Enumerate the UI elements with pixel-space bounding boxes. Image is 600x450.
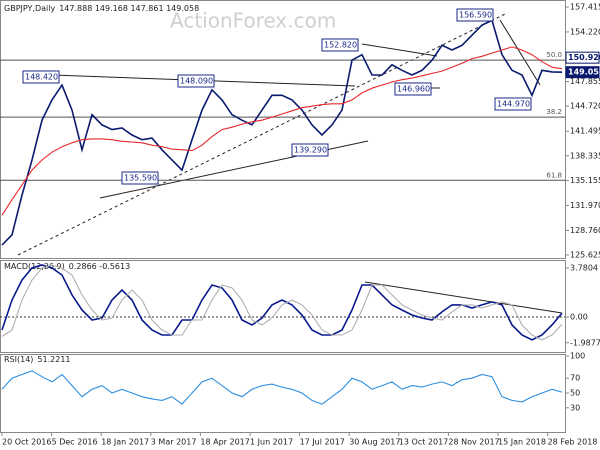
annotation: 152.820: [324, 41, 357, 50]
y-tick-label: 141.495: [570, 127, 600, 136]
series-line: [1, 264, 563, 341]
y-tick-label: 128.760: [570, 226, 600, 235]
x-tick-label: 17 Jul 2017: [300, 438, 345, 447]
price-marker: [565, 66, 600, 79]
annotation: 148.090: [180, 77, 213, 86]
y-tick-label: -1.9877: [570, 338, 600, 347]
header-title: GBPJPY,Daily: [4, 4, 55, 13]
annotation-box: [291, 143, 329, 157]
header-values: 51.2211: [37, 355, 70, 364]
macd-panel: [0, 260, 566, 353]
main-panel: [0, 0, 566, 259]
series-line: [1, 264, 563, 341]
header-values: 0.2866 -0.5613: [69, 262, 130, 271]
annotation: 148.420: [25, 73, 58, 82]
fib-label: 38.2: [546, 108, 562, 116]
main-header: GBPJPY,Daily 147.888 149.168 147.861 149.…: [4, 4, 199, 13]
x-tick-label: 28 Nov 2017: [448, 438, 499, 447]
annotation: 156.590: [459, 11, 492, 20]
trend-channel: [17, 13, 506, 256]
y-tick-label: 70: [570, 374, 580, 383]
macd-header: MACD(12,26,9) 0.2866 -0.5613: [4, 262, 130, 271]
x-tick-label: 28 Feb 2018: [548, 438, 598, 447]
y-tick-label: 144.720: [570, 102, 600, 111]
annotation: 144.970: [497, 100, 530, 109]
x-tick-label: 3 Mar 2017: [151, 438, 197, 447]
fib-label: 50.0: [546, 51, 562, 59]
y-tick-label: 157.415: [570, 3, 600, 12]
price-marker-label: 149.058: [568, 68, 600, 77]
y-tick-label: 50: [570, 389, 580, 398]
annotation-box: [177, 74, 215, 88]
y-tick-label: 135.155: [570, 176, 600, 185]
x-tick-label: 1 Jun 2017: [250, 438, 293, 447]
fib-label: 61.8: [546, 171, 562, 179]
x-tick-label: 13 Oct 2017: [399, 438, 448, 447]
y-tick-label: 0.00: [570, 312, 588, 321]
y-tick-label: 138.335: [570, 151, 600, 160]
x-tick-label: 15 Jan 2018: [498, 438, 546, 447]
annotation-box: [321, 38, 359, 52]
x-tick-label: 20 Oct 2016: [2, 438, 51, 447]
annotation: 139.290: [294, 146, 327, 155]
rsi-panel: [0, 354, 566, 433]
price-marker-label: 150.920: [568, 53, 600, 62]
y-tick-label: 3.7804: [570, 263, 598, 272]
header-title: MACD(12,26,9): [4, 262, 65, 271]
x-tick-label: 30 Aug 2017: [349, 438, 400, 447]
annotation-box: [394, 82, 432, 96]
annotation-box: [121, 171, 159, 185]
watermark: ActionForex.com: [170, 9, 336, 33]
series-line: [1, 19, 563, 246]
header-values: 147.888 149.168 147.861 149.058: [59, 4, 199, 13]
y-tick-label: 131.970: [570, 201, 600, 210]
rsi-header: RSI(14) 51.2211: [4, 355, 71, 364]
y-tick-label: 154.220: [570, 27, 600, 36]
annotation: 135.590: [124, 174, 157, 183]
y-tick-label: 125.625: [570, 250, 600, 259]
trendline: [499, 19, 541, 86]
x-tick-label: 18 Apr 2017: [200, 438, 249, 447]
annotation-box: [456, 8, 494, 22]
series-line: [1, 46, 563, 216]
y-tick-label: 30: [570, 403, 580, 412]
header-title: RSI(14): [4, 355, 33, 364]
annotation-box: [22, 70, 60, 84]
series-line: [1, 370, 563, 405]
annotation-box: [494, 97, 532, 111]
y-tick-label: 100: [570, 352, 585, 361]
price-marker: [565, 51, 600, 64]
trendline: [364, 281, 563, 314]
trendline: [361, 43, 438, 57]
y-tick-label: 147.855: [570, 77, 600, 86]
annotation: 146.960: [397, 85, 430, 94]
x-tick-label: 18 Jan 2017: [101, 438, 149, 447]
x-tick-label: 5 Dec 2016: [52, 438, 98, 447]
